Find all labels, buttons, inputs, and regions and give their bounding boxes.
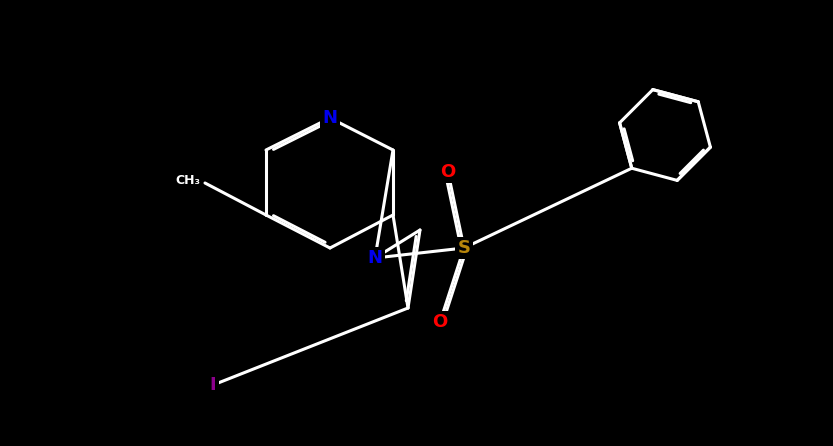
Text: S: S: [457, 239, 471, 257]
Text: O: O: [441, 163, 456, 181]
Text: N: N: [322, 109, 337, 127]
Text: I: I: [210, 376, 217, 394]
Text: O: O: [432, 313, 447, 331]
Text: N: N: [367, 249, 382, 267]
Text: CH₃: CH₃: [175, 174, 200, 187]
